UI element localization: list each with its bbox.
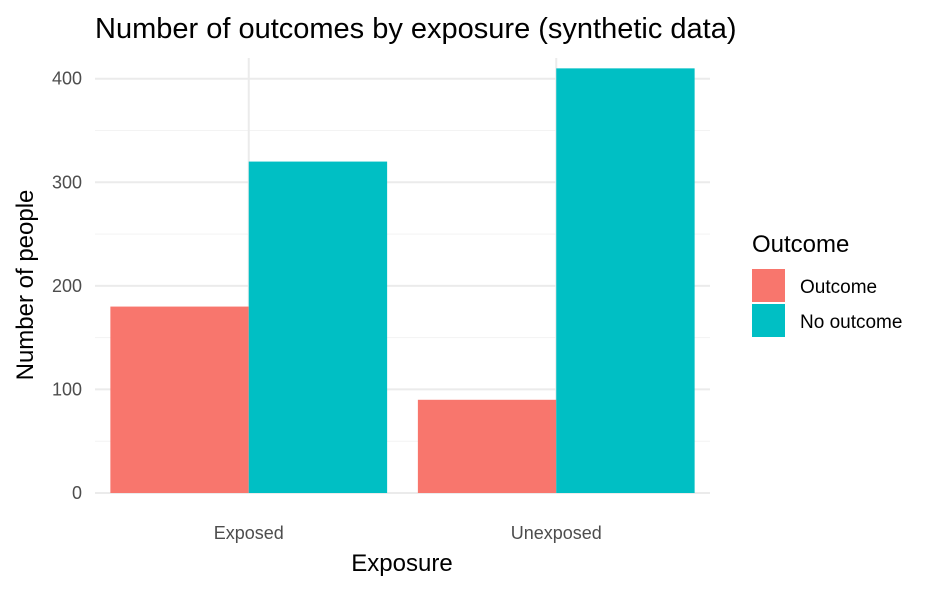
bar-outcome-exposed xyxy=(110,306,249,493)
y-tick-label: 400 xyxy=(52,69,82,89)
x-axis: Exposed Unexposed xyxy=(214,523,602,543)
y-tick-label: 300 xyxy=(52,172,82,192)
bars xyxy=(110,68,695,494)
legend-label: No outcome xyxy=(800,312,902,333)
legend-title: Outcome xyxy=(752,231,849,258)
bar-no-outcome-exposed xyxy=(248,161,388,494)
bar-no-outcome-unexposed xyxy=(556,68,695,493)
y-axis-title: Number of people xyxy=(12,190,39,381)
legend: Outcome Outcome No outcome xyxy=(752,231,902,337)
y-axis: 0 100 200 300 400 xyxy=(52,69,82,503)
x-axis-title: Exposure xyxy=(351,550,452,577)
x-tick-label: Unexposed xyxy=(511,523,602,543)
y-tick-label: 200 xyxy=(52,276,82,296)
y-tick-label: 0 xyxy=(72,483,82,503)
chart-title: Number of outcomes by exposure (syntheti… xyxy=(95,13,737,45)
legend-key-no-outcome xyxy=(752,304,785,337)
legend-key-outcome xyxy=(752,269,785,302)
bar-outcome-unexposed xyxy=(417,399,557,493)
x-tick-label: Exposed xyxy=(214,523,284,543)
y-tick-label: 100 xyxy=(52,379,82,399)
legend-label: Outcome xyxy=(800,277,877,298)
